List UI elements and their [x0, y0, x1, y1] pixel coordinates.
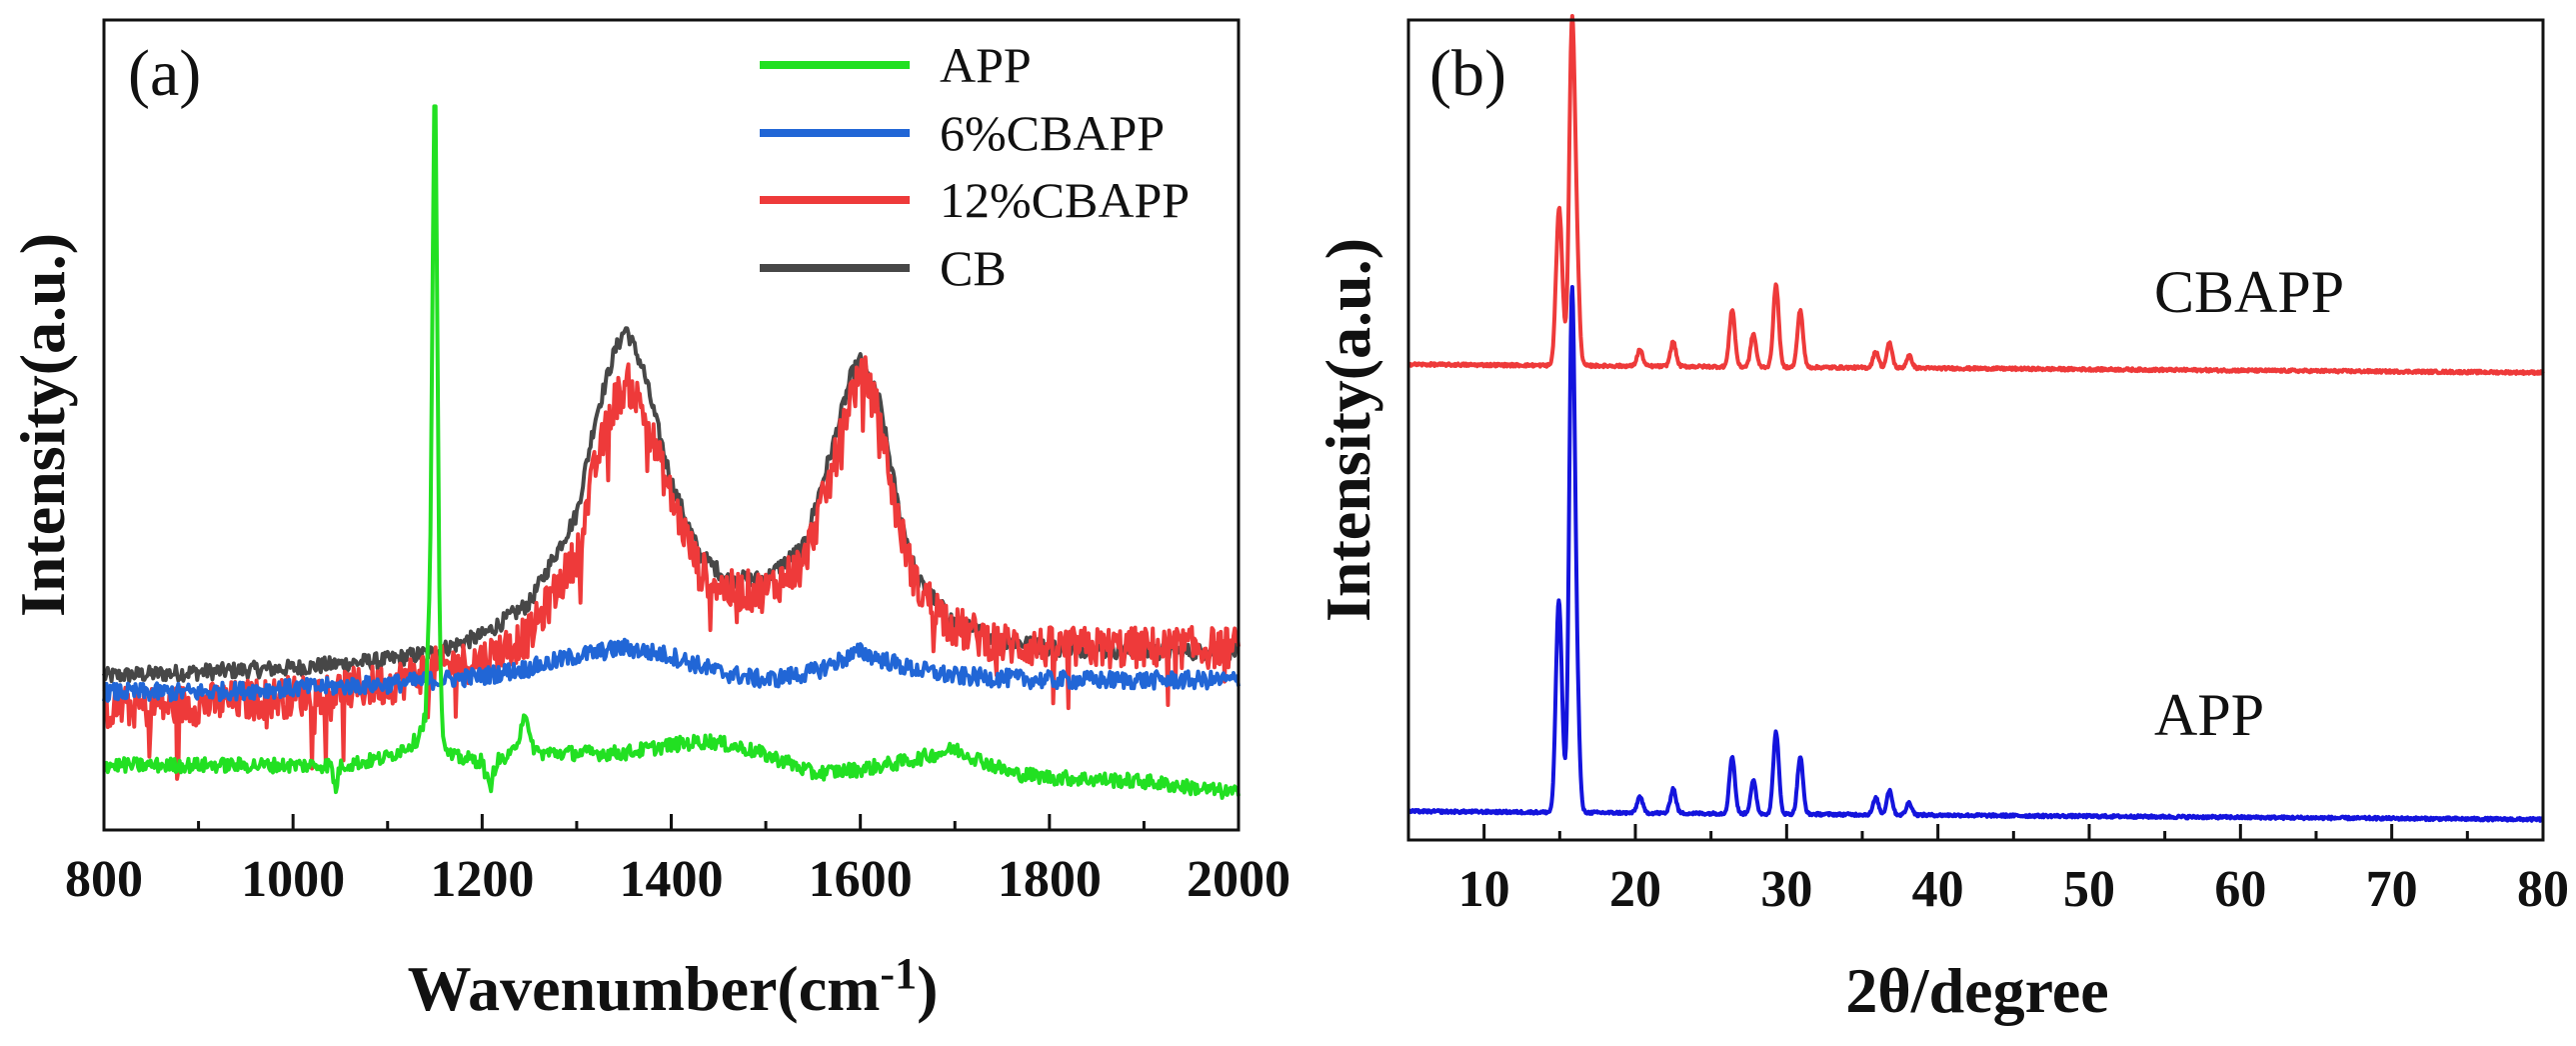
panel-b-label: (b): [1429, 37, 1506, 110]
panel-b-x-axis-label: 2θ/degree: [1845, 955, 2108, 1026]
panel-a-x-tick-label: 1200: [430, 851, 534, 908]
panel-b-x-tick-label: 40: [1912, 861, 1964, 918]
panel-a-x-axis-label: Wavenumber(cm-1): [408, 949, 939, 1024]
panel-a-raman-chart: 800 1000 1200 1400 1600 1800 2000 (a) Intensit…: [7, 18, 1290, 1024]
panel-b-x-tick-label: 20: [1609, 861, 1661, 918]
legend-label: APP: [940, 37, 1032, 93]
panel-b-annotation-cbapp: CBAPP: [2154, 259, 2344, 325]
legend-label: 12%CBAPP: [940, 172, 1190, 228]
panel-b-x-tick-label: 10: [1458, 861, 1510, 918]
panel-b-series-line-app: [1406, 285, 2545, 823]
panel-b-xrd-chart: 10 20 30 40 50 60 70 80 (b) Intensity(a.u.) 2θ/…: [1312, 14, 2569, 1026]
legend-label: 6%CBAPP: [940, 105, 1165, 161]
panel-a-series-line-12pctcbapp: [102, 355, 1241, 781]
panel-a-series-group: [102, 104, 1241, 800]
panel-b-x-tick-label: 80: [2517, 861, 2569, 918]
panel-b-plot-frame: [1406, 18, 2545, 842]
panel-a-x-tick-label: 800: [65, 851, 143, 908]
panel-a-x-ticks: 800 1000 1200 1400 1600 1800 2000: [65, 814, 1290, 908]
legend-label: CB: [940, 240, 1007, 296]
panel-a-series-line-app: [103, 104, 1241, 800]
panel-b-y-axis-label: Intensity(a.u.): [1312, 238, 1383, 622]
panel-a-x-tick-label: 2000: [1187, 851, 1290, 908]
panel-b-x-tick-label: 60: [2214, 861, 2266, 918]
panel-a-x-axis-label-superscript: -1: [880, 949, 917, 998]
panel-b-x-tick-label: 70: [2366, 861, 2418, 918]
panel-a-x-tick-label: 1600: [809, 851, 913, 908]
panel-a-x-axis-label-close: ): [917, 953, 938, 1024]
panel-a-x-axis-label-main: Wavenumber(cm: [408, 953, 881, 1024]
panel-b-annotation-app: APP: [2154, 682, 2264, 748]
panel-b-x-ticks: 10 20 30 40 50 60 70 80: [1406, 824, 2569, 918]
panel-b-series-line-cbapp: [1406, 14, 2545, 376]
panel-a-y-axis-label: Intensity(a.u.): [7, 233, 78, 617]
panel-a-x-tick-label: 1800: [998, 851, 1102, 908]
panel-a-x-tick-label: 1000: [241, 851, 345, 908]
panel-b-x-tick-label: 50: [2063, 861, 2115, 918]
panel-a-series-line-6pctcbapp: [102, 637, 1241, 703]
panel-a-legend: APP 6%CBAPP 12%CBAPP CB: [760, 37, 1190, 296]
panel-a-x-tick-label: 1400: [620, 851, 724, 908]
panel-a-label: (a): [128, 37, 201, 110]
panel-b-x-tick-label: 30: [1760, 861, 1812, 918]
panel-b-series-group: [1406, 14, 2545, 823]
